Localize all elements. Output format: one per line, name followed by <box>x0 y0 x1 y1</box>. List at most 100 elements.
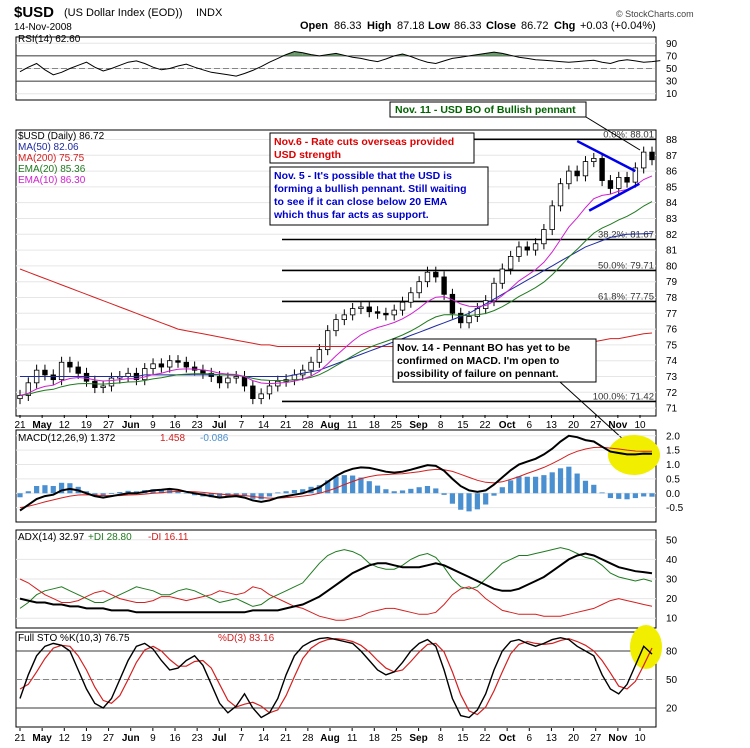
rsi-line <box>19 50 661 77</box>
x-tick-label: 19 <box>81 420 93 431</box>
x-tick-label: 27 <box>103 420 115 431</box>
macd-histogram-bar <box>175 490 181 494</box>
x-tick-label: 27 <box>590 420 602 431</box>
candle-down <box>574 170 580 177</box>
x-tick-label: 25 <box>391 420 403 431</box>
x-tick-label: 6 <box>527 733 533 744</box>
adx-legend: ADX(14) 32.97 +DI 28.80 -DI 16.11 <box>18 532 189 543</box>
chart-date: 14-Nov-2008 <box>14 22 72 33</box>
candle-down <box>624 177 630 183</box>
legend-ema10: EMA(10) 86.30 <box>18 175 86 186</box>
x-tick-label: 10 <box>634 420 646 431</box>
candle-up <box>557 183 564 207</box>
candle-up <box>507 256 514 270</box>
sto-d-line <box>19 637 653 716</box>
x-tick-label: 18 <box>369 733 381 744</box>
macd-panel: -0.5 0.0 0.5 1.0 1.5 2.0 <box>16 431 684 514</box>
adx-tick-label: 10 <box>666 614 678 625</box>
macd-histogram-bar <box>100 493 106 497</box>
candle-up <box>516 246 522 257</box>
macd-tick-label: 0.5 <box>666 474 680 485</box>
price-tick-label: 87 <box>666 151 678 162</box>
rsi-legend: RSI(14) 62.60 <box>18 34 81 45</box>
x-tick-label: 28 <box>302 420 314 431</box>
fib-label: 61.8%: 77.75 <box>598 291 654 302</box>
adx-panel: 10 20 30 40 50 <box>16 535 678 625</box>
candle-up <box>233 376 239 379</box>
ma50-line <box>20 232 653 377</box>
macd-histogram-bar <box>383 489 389 494</box>
macd-histogram-bar <box>433 488 439 494</box>
chg-label: Chg <box>554 20 575 32</box>
x-tick-label: Nov <box>608 420 627 431</box>
candle-down <box>158 363 165 368</box>
macd-histogram-bar <box>616 493 622 499</box>
x-tick-label: 20 <box>568 420 580 431</box>
macd-histogram-bar <box>466 493 472 512</box>
x-tick-label: Nov <box>608 733 627 744</box>
open-value: 86.33 <box>334 20 362 32</box>
high-value: 87.18 <box>397 20 425 32</box>
x-tick-label: 15 <box>457 420 469 431</box>
candle-up <box>225 377 231 384</box>
price-tick-label: 85 <box>666 182 678 193</box>
open-label: Open <box>300 20 328 32</box>
macd-histogram-bar <box>58 482 65 494</box>
macd-histogram-bar <box>516 476 522 494</box>
x-tick-label: 15 <box>457 733 469 744</box>
price-tick-label: 71 <box>666 404 678 415</box>
x-tick-label: 9 <box>150 733 156 744</box>
candle-down <box>607 180 614 189</box>
x-tick-label: 7 <box>239 733 245 744</box>
macd-histogram-bar <box>275 492 281 494</box>
macd-histogram-bar <box>524 476 530 494</box>
x-tick-label: 23 <box>192 733 204 744</box>
price-tick-label: 79 <box>666 277 678 288</box>
legend-usd-daily: $USD (Daily) 86.72 <box>18 131 105 142</box>
macd-histogram-bar <box>374 485 381 494</box>
rsi-tick-label: 50 <box>666 64 678 75</box>
adx-tick-label: 30 <box>666 575 678 586</box>
x-tick-label: 11 <box>347 733 358 744</box>
macd-histogram-bar <box>233 493 239 495</box>
macd-histogram-bar <box>216 493 223 499</box>
macd-histogram-bar <box>449 493 456 504</box>
x-tick-label: Aug <box>320 733 339 744</box>
rsi-overbought-fill <box>494 52 503 56</box>
macd-histogram-bar <box>241 493 248 497</box>
fib-label: 50.0%: 79.71 <box>598 260 654 271</box>
candle-down <box>67 361 73 368</box>
candle-up <box>532 243 539 251</box>
x-tick-label: Aug <box>320 420 339 431</box>
chg-value: +0.03 (+0.04%) <box>580 20 656 32</box>
chart-symbol: $USD <box>14 4 54 21</box>
price-tick-label: 75 <box>666 340 678 351</box>
annotation-nov6-line2: USD strength <box>274 149 341 161</box>
candle-down <box>524 246 530 251</box>
macd-histogram-bar <box>117 492 123 494</box>
macd-histogram-bar <box>416 487 422 494</box>
macd-histogram-bar <box>582 480 589 494</box>
low-value: 86.33 <box>454 20 482 32</box>
candle-down <box>250 385 256 400</box>
macd-histogram-bar <box>358 477 364 494</box>
x-tick-label: May <box>32 420 52 431</box>
macd-histogram-bar <box>632 493 638 499</box>
candle-down <box>366 306 372 313</box>
candle-up <box>541 229 547 245</box>
x-tick-label: 16 <box>169 420 181 431</box>
candle-up <box>591 158 597 163</box>
x-tick-label: Jun <box>122 733 140 744</box>
macd-tick-label: 1.5 <box>666 446 680 457</box>
ema20-line <box>19 201 653 396</box>
macd-histogram-bar <box>258 493 264 500</box>
price-tick-label: 78 <box>666 293 678 304</box>
price-legend: $USD (Daily) 86.72 MA(50) 82.06 MA(200) … <box>18 131 105 186</box>
macd-legend-histogram: -0.086 <box>200 433 229 444</box>
price-tick-label: 77 <box>666 309 678 320</box>
price-tick-label: 86 <box>666 167 678 178</box>
macd-histogram-bar <box>491 493 497 496</box>
price-tick-label: 74 <box>666 356 678 367</box>
low-label: Low <box>428 20 450 32</box>
candle-up <box>25 382 32 396</box>
